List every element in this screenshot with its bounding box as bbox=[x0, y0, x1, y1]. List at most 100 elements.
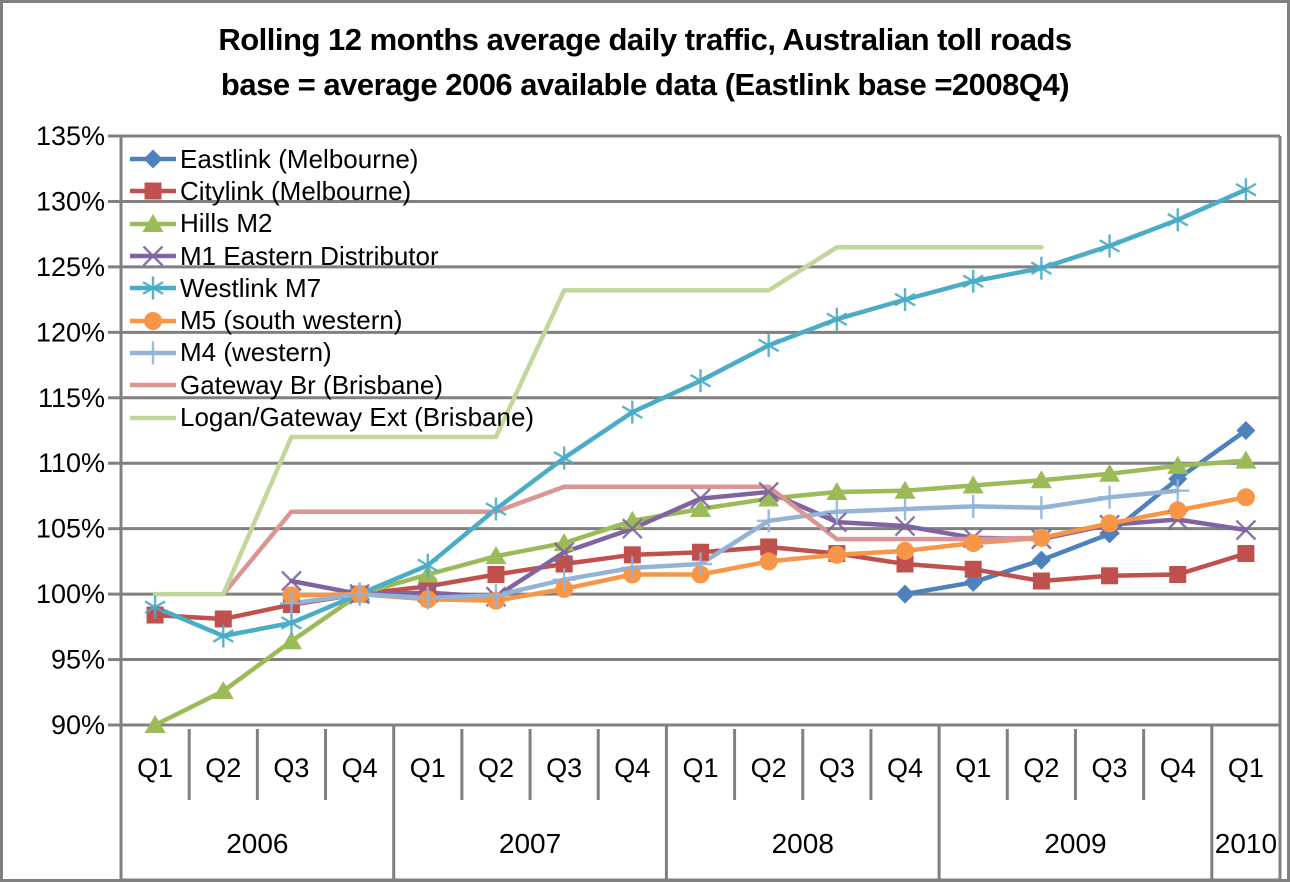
marker-triangle bbox=[142, 213, 164, 232]
marker-asterisk bbox=[142, 281, 164, 296]
marker-square bbox=[1032, 572, 1050, 590]
marker-triangle bbox=[758, 488, 780, 507]
marker-x bbox=[142, 245, 164, 267]
legend-marker-square-icon bbox=[130, 182, 176, 200]
year-label: 2006 bbox=[226, 828, 288, 859]
marker-x bbox=[690, 488, 711, 509]
marker-circle bbox=[144, 311, 162, 330]
quarter-label: Q4 bbox=[614, 753, 650, 783]
quarter-label: Q2 bbox=[1023, 753, 1059, 783]
quarter-label: Q3 bbox=[273, 753, 309, 783]
quarter-label: Q1 bbox=[682, 753, 718, 783]
marker-triangle bbox=[1235, 450, 1257, 469]
marker-circle bbox=[1100, 514, 1119, 533]
marker-triangle bbox=[212, 680, 234, 699]
y-axis-label: 90% bbox=[51, 710, 105, 740]
marker-x bbox=[758, 481, 780, 503]
quarter-label: Q1 bbox=[955, 753, 991, 783]
marker-asterisk bbox=[758, 338, 780, 353]
legend: Eastlink (Melbourne) Citylink (Melbourne)… bbox=[129, 143, 534, 434]
marker-x bbox=[894, 515, 916, 537]
chart-title-line2: base = average 2006 available data (East… bbox=[220, 67, 1070, 102]
legend-item-3: Hills M2 bbox=[129, 208, 534, 240]
legend-label: M5 (south western) bbox=[180, 305, 403, 336]
marker-square bbox=[623, 546, 641, 564]
legend-marker-x-icon bbox=[130, 245, 176, 267]
legend-marker-triangle-icon bbox=[130, 213, 176, 232]
marker-asterisk bbox=[280, 616, 303, 630]
series-line bbox=[902, 428, 1249, 597]
marker-diamond bbox=[1236, 421, 1256, 440]
quarter-label: Q4 bbox=[1160, 753, 1196, 783]
quarter-label: Q3 bbox=[546, 753, 582, 783]
marker-triangle bbox=[826, 482, 848, 501]
marker-x bbox=[1235, 519, 1257, 541]
legend-marker-asterisk-icon bbox=[130, 276, 176, 300]
marker-asterisk bbox=[485, 502, 507, 516]
marker-square bbox=[214, 610, 232, 628]
chart-title: Rolling 12 months average daily traffic,… bbox=[3, 17, 1287, 107]
y-axis-label: 100% bbox=[36, 579, 105, 609]
legend-item-6: M5 (south western) bbox=[129, 304, 534, 336]
marker-triangle bbox=[280, 631, 302, 650]
legend-marker-diamond-icon bbox=[130, 149, 176, 169]
marker-asterisk bbox=[826, 312, 848, 327]
marker-triangle bbox=[1099, 463, 1121, 482]
legend-item-2: Citylink (Melbourne) bbox=[129, 175, 534, 207]
marker-asterisk bbox=[212, 629, 234, 643]
marker-x bbox=[621, 518, 643, 540]
legend-marker-circle-icon bbox=[130, 311, 176, 330]
y-axis-label: 110% bbox=[38, 448, 105, 478]
quarter-label: Q3 bbox=[819, 753, 855, 783]
legend-marker-none-icon bbox=[130, 382, 176, 388]
marker-diamond bbox=[1168, 469, 1188, 489]
marker-asterisk bbox=[894, 292, 916, 307]
legend-item-8: Gateway Br (Brisbane) bbox=[129, 369, 534, 401]
y-axis-label: 95% bbox=[51, 645, 105, 675]
marker-square bbox=[555, 555, 573, 573]
quarter-label: Q4 bbox=[887, 753, 923, 783]
legend-marker-none-icon bbox=[130, 415, 176, 420]
legend-label: M1 Eastern Distributor bbox=[180, 240, 439, 271]
marker-asterisk bbox=[1098, 239, 1121, 253]
quarter-label: Q2 bbox=[751, 753, 787, 783]
marker-square bbox=[1169, 565, 1187, 583]
legend-item-1: Eastlink (Melbourne) bbox=[129, 143, 534, 175]
marker-asterisk bbox=[1235, 182, 1257, 197]
marker-circle bbox=[896, 541, 915, 560]
chart-title-line1: Rolling 12 months average daily traffic,… bbox=[218, 22, 1072, 57]
legend-label: Logan/Gateway Ext (Brisbane) bbox=[180, 402, 535, 433]
year-label: 2010 bbox=[1215, 828, 1277, 859]
marker-square bbox=[1101, 567, 1119, 585]
year-label: 2008 bbox=[772, 828, 834, 859]
y-axis-label: 130% bbox=[36, 186, 105, 216]
marker-x bbox=[553, 541, 575, 563]
legend-label: Gateway Br (Brisbane) bbox=[180, 369, 443, 400]
legend-label: M4 (western) bbox=[180, 337, 332, 368]
legend-marker-plus-icon bbox=[130, 341, 176, 365]
marker-x bbox=[281, 570, 302, 592]
quarter-label: Q3 bbox=[1092, 753, 1128, 783]
marker-circle bbox=[759, 552, 778, 571]
series-line bbox=[221, 484, 1044, 597]
marker-square bbox=[692, 543, 709, 561]
marker-circle bbox=[1032, 528, 1051, 547]
quarter-label: Q4 bbox=[342, 753, 378, 783]
series-line bbox=[152, 245, 1044, 597]
marker-square bbox=[1237, 545, 1255, 563]
marker-circle bbox=[964, 534, 983, 553]
marker-asterisk bbox=[1167, 212, 1189, 227]
marker-diamond bbox=[1031, 550, 1051, 570]
marker-square bbox=[964, 560, 982, 578]
year-label: 2009 bbox=[1044, 828, 1106, 859]
plot-area: 135% 130% 125% 120% 115% 110% 105% 100% 95% 90% Q1… bbox=[36, 121, 1282, 879]
legend-label: Hills M2 bbox=[180, 208, 273, 239]
marker-asterisk bbox=[962, 274, 984, 289]
legend-label: Westlink M7 bbox=[180, 272, 322, 303]
marker-square bbox=[760, 538, 778, 556]
y-axis-label: 105% bbox=[36, 514, 105, 544]
quarter-label: Q1 bbox=[1228, 753, 1264, 783]
marker-triangle bbox=[144, 715, 166, 733]
y-axis-label: 135% bbox=[36, 121, 105, 151]
y-axis-label: 120% bbox=[36, 317, 105, 347]
